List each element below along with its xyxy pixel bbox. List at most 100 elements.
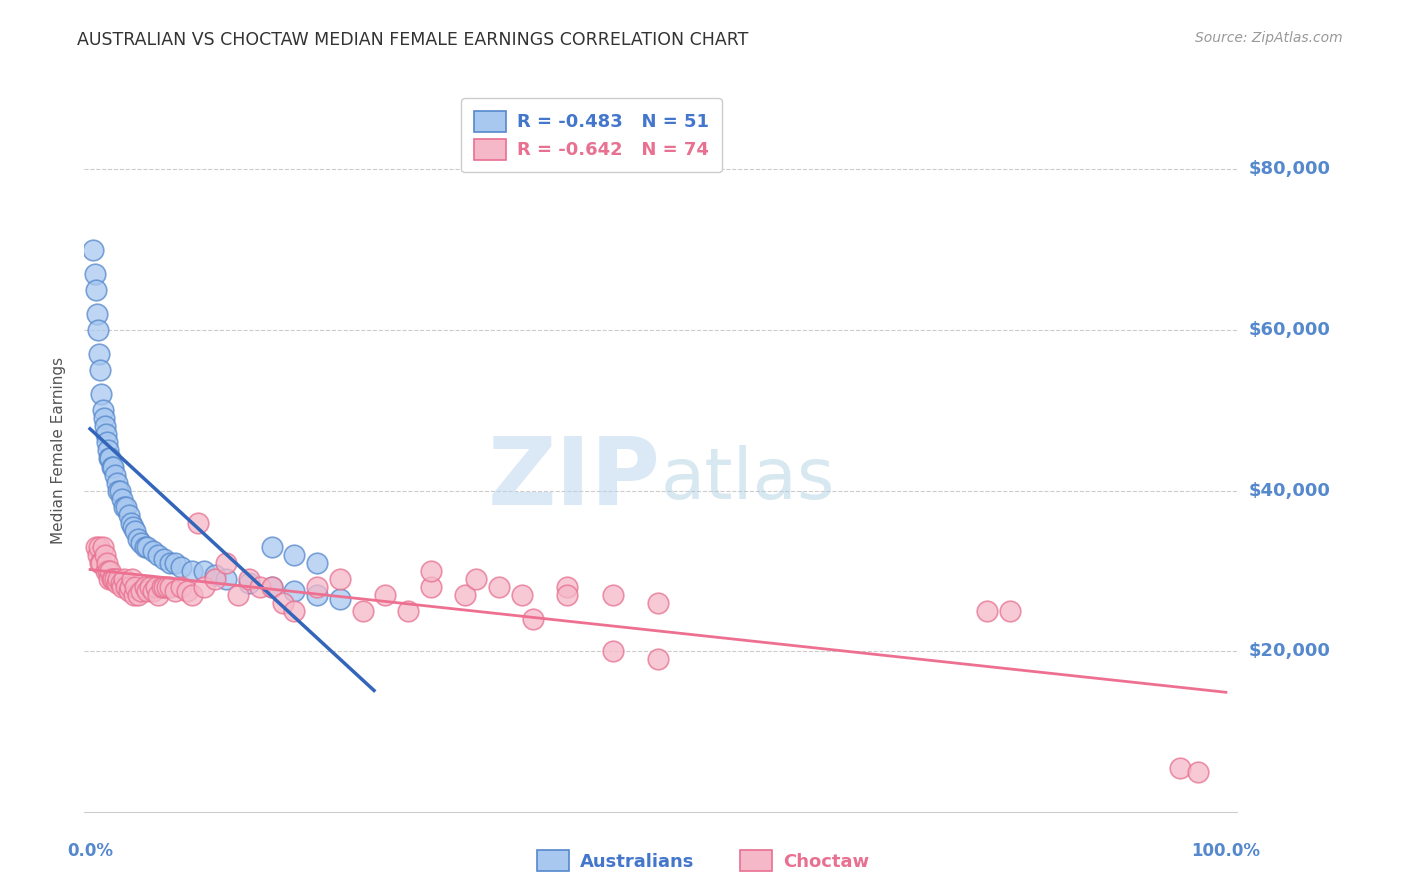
Point [129, 583, 152, 598]
Point [93, 411, 115, 425]
Point [108, 483, 131, 498]
Point [145, 580, 167, 594]
Point [602, 644, 624, 658]
Text: $80,000: $80,000 [1249, 161, 1330, 178]
Point [135, 540, 157, 554]
Point [165, 583, 187, 598]
Point [89, 556, 111, 570]
Point [283, 548, 305, 562]
Point [100, 459, 122, 474]
Point [329, 592, 352, 607]
Point [454, 588, 477, 602]
Point [307, 556, 329, 570]
Point [89, 363, 111, 377]
Point [100, 451, 122, 466]
Point [555, 580, 578, 594]
Point [129, 535, 152, 549]
Point [141, 583, 163, 598]
Point [238, 576, 260, 591]
Point [124, 588, 146, 602]
Point [215, 556, 238, 570]
Point [135, 583, 157, 598]
Point [238, 572, 260, 586]
Point [352, 604, 374, 618]
Point [165, 556, 187, 570]
Point [98, 451, 121, 466]
Point [249, 580, 271, 594]
Point [118, 508, 141, 522]
Point [110, 576, 132, 591]
Point [107, 483, 129, 498]
Point [647, 652, 669, 666]
Point [419, 564, 441, 578]
Point [419, 580, 441, 594]
Point [307, 588, 329, 602]
Point [91, 403, 114, 417]
Point [101, 572, 124, 586]
Point [215, 572, 238, 586]
Point [170, 580, 193, 594]
Point [104, 467, 127, 482]
Point [98, 572, 121, 586]
Point [87, 548, 110, 562]
Point [396, 604, 419, 618]
Point [94, 419, 117, 434]
Point [118, 580, 141, 594]
Point [998, 604, 1021, 618]
Point [118, 583, 141, 598]
Point [170, 560, 193, 574]
Point [976, 604, 998, 618]
Point [329, 572, 352, 586]
Point [555, 588, 578, 602]
Point [159, 580, 181, 594]
Point [97, 443, 120, 458]
Point [134, 540, 156, 554]
Text: AUSTRALIAN VS CHOCTAW MEDIAN FEMALE EARNINGS CORRELATION CHART: AUSTRALIAN VS CHOCTAW MEDIAN FEMALE EARN… [77, 31, 749, 49]
Point [89, 347, 111, 361]
Point [105, 475, 128, 490]
Point [283, 583, 305, 598]
Point [115, 580, 138, 594]
Point [91, 540, 114, 554]
Point [112, 500, 135, 514]
Point [115, 500, 138, 514]
Point [153, 580, 176, 594]
Point [122, 519, 145, 533]
Y-axis label: Median Female Earnings: Median Female Earnings [51, 357, 66, 544]
Point [193, 580, 215, 594]
Point [121, 572, 143, 586]
Point [96, 556, 118, 570]
Point [94, 427, 117, 442]
Point [84, 283, 107, 297]
Point [148, 548, 170, 562]
Legend: R = -0.483   N = 51, R = -0.642   N = 74: R = -0.483 N = 51, R = -0.642 N = 74 [461, 98, 721, 172]
Text: 100.0%: 100.0% [1191, 842, 1260, 860]
Point [87, 323, 110, 337]
Point [181, 564, 204, 578]
Point [226, 588, 249, 602]
Point [187, 516, 209, 530]
Point [181, 588, 204, 602]
Point [134, 580, 156, 594]
Point [602, 588, 624, 602]
Point [124, 580, 146, 594]
Point [510, 588, 533, 602]
Point [139, 580, 162, 594]
Point [1187, 764, 1209, 779]
Point [465, 572, 488, 586]
Point [307, 580, 329, 594]
Point [283, 604, 305, 618]
Point [96, 435, 118, 450]
Point [647, 596, 669, 610]
Point [260, 580, 283, 594]
Text: ZIP: ZIP [488, 434, 661, 525]
Legend: Australians, Choctaw: Australians, Choctaw [530, 843, 876, 879]
Point [193, 564, 215, 578]
Point [120, 516, 142, 530]
Point [111, 491, 134, 506]
Point [148, 588, 170, 602]
Point [176, 583, 198, 598]
Point [82, 243, 104, 257]
Point [97, 564, 120, 578]
Point [153, 551, 176, 566]
